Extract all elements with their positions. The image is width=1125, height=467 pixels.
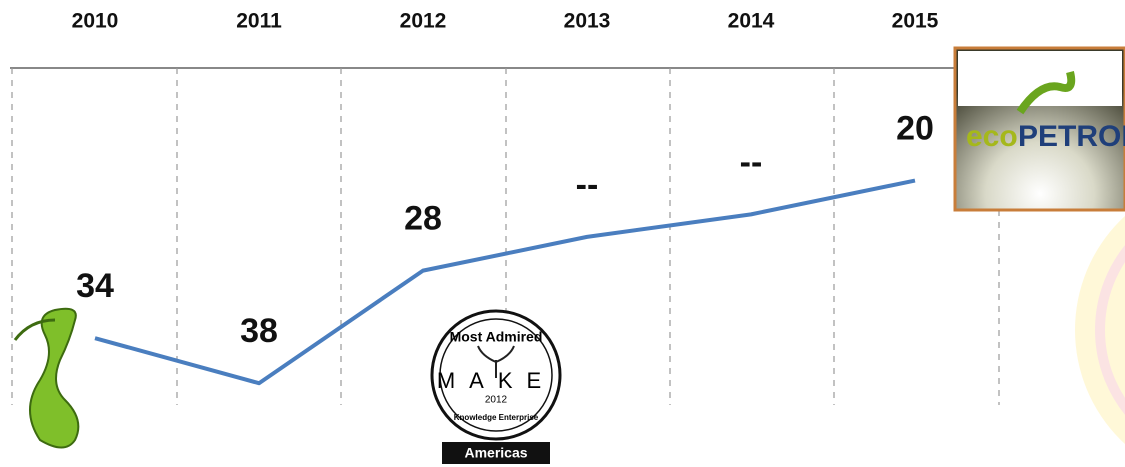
badge-year: 2012	[485, 395, 508, 406]
x-tick-label: 2011	[236, 10, 282, 33]
make-badge: Most Admired MAKE 2012 Knowledge Enterpr…	[432, 311, 560, 464]
chart: Most Admired MAKE 2012 Knowledge Enterpr…	[0, 0, 1125, 467]
value-label: 20	[896, 110, 934, 148]
x-tick-label: 2015	[892, 10, 939, 33]
badge-bottom: Knowledge Enterprise	[454, 413, 539, 422]
logo-left: eco	[966, 120, 1018, 153]
x-tick-label: 2012	[400, 10, 447, 33]
value-label: --	[740, 143, 763, 181]
x-tick-label: 2010	[72, 10, 119, 33]
badge-top: Most Admired	[450, 329, 543, 345]
badge-name: MAKE	[437, 368, 555, 393]
value-label: 38	[240, 312, 278, 350]
badge-region: Americas	[464, 445, 527, 461]
value-label: --	[576, 166, 599, 204]
x-tick-label: 2014	[728, 10, 775, 33]
x-tick-label: 2013	[564, 10, 611, 33]
value-label: 34	[76, 267, 114, 305]
background-decoration	[1075, 175, 1125, 467]
value-label: 28	[404, 200, 442, 238]
iguana-logo	[15, 309, 78, 448]
ecopetrol-logo: eco PETROL	[955, 48, 1125, 210]
logo-right: PETROL	[1018, 120, 1125, 153]
